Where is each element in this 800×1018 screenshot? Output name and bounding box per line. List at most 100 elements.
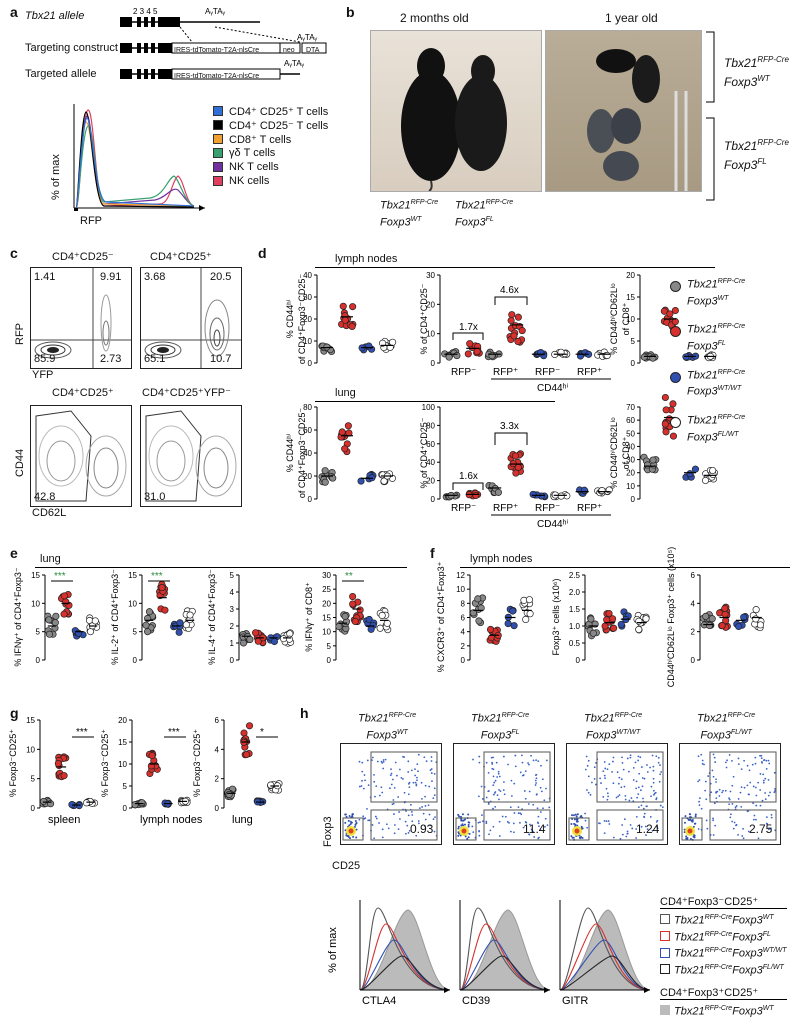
flow-event [494,806,497,808]
legend-item: γδ T cells [213,146,328,160]
flow-event [517,806,520,809]
data-point [640,353,648,361]
data-point [522,615,530,623]
y-tick-label: 3 [230,605,235,614]
flow-event [689,837,692,840]
flow-event [417,820,420,822]
legend-label: NK cells [229,175,270,187]
flow-event [628,770,630,773]
flow-event [389,774,392,777]
data-point [242,751,251,759]
flow-event [713,802,716,805]
rfp-histogram [73,104,205,211]
flow-event [373,773,375,776]
flow-event [701,762,704,765]
flow-event [732,827,735,830]
flow-event [603,761,606,763]
flow-event [536,807,539,810]
flow-event [424,805,427,807]
grey-histogram [359,909,451,991]
flow-event [639,789,642,792]
flow-event [646,805,648,808]
flow-event [748,769,751,772]
flow-event [652,789,655,792]
panel-c: c CD4⁺CD25⁻ CD4⁺CD25⁺ 1.41 9.91 85.9 2.7… [0,245,250,525]
flow-event [478,761,481,764]
flow-event [378,794,381,797]
y-tick-label: 0 [461,656,466,665]
flow-event [747,830,750,833]
flow-event [697,780,700,783]
y-tick-label: 20 [118,716,127,725]
flow-event [660,771,663,773]
h-genotype-part: Tbx21 [697,712,728,725]
data-point [51,619,59,627]
flow-event [407,760,410,763]
flow-event [621,824,624,826]
legend-swatch [660,1004,670,1015]
flow-event [576,819,579,822]
data-point [341,445,349,453]
mouse-photo-old [545,30,702,192]
polyA-3: AᵧTAᵧ [284,59,305,68]
data-point [511,452,519,460]
flow-event [407,782,410,785]
flow-event [509,830,512,833]
flow-event [375,785,378,788]
flow-event [694,815,697,818]
flow-event [361,770,364,773]
flow-event [428,813,431,816]
h-flow-plot [679,743,781,845]
flow-event [429,824,432,827]
flow-event [514,754,517,757]
flow-event [400,776,403,779]
flow-event [496,776,499,778]
data-point [45,616,53,624]
panel-c-label: c [10,245,18,261]
e-section: lung [40,553,61,565]
flow-event [692,835,695,838]
legend-label: NK T cells [229,161,279,173]
flow-event [653,793,655,796]
flow-event [725,766,728,769]
flow-event [635,787,638,790]
y-tick-label: 0 [36,656,41,665]
legend-title: CD4⁺Foxp3⁻CD25⁺ [660,895,787,909]
flow-event [416,763,419,765]
flow-event [621,761,624,764]
flow-event [522,826,525,829]
flow-event [495,761,498,764]
flow-event [711,769,714,772]
legend-swatch [660,914,670,925]
y-tick-label: 5 [230,571,235,580]
flow-event [479,821,481,824]
flow-event [415,783,418,786]
flow-event [616,771,619,774]
y-tick-label: 0 [631,359,636,368]
legend-item: Tbx21RFP-CreFoxp3WT [660,911,787,928]
flow-event [415,834,418,837]
flow-event [635,828,638,830]
flow-hotspot [687,828,693,834]
flow-event [586,789,588,791]
allele-row-2: Targeting construct [25,42,118,54]
flow-event [626,832,629,835]
flow-event [593,778,596,780]
histogram-curve [559,907,651,991]
flow-event [528,790,531,793]
histogram-curve [459,955,551,991]
legend-item: Tbx21RFP-Cre Foxp3WT/WT [670,366,745,399]
data-point [701,476,710,485]
cassette-label-1: IRES-tdTomato-T2A-nlsCre [174,47,260,54]
data-point [529,490,537,498]
sig-stars: ** [345,571,353,582]
flow-event [520,813,523,816]
histogram-curve [359,955,451,991]
flow-event [530,828,533,831]
flow-event [393,832,396,835]
flow-event [737,757,740,760]
flow-event [467,821,470,824]
flow-event [576,813,579,816]
y-tick-label: 0.5 [569,639,581,648]
flow-event [767,759,770,762]
